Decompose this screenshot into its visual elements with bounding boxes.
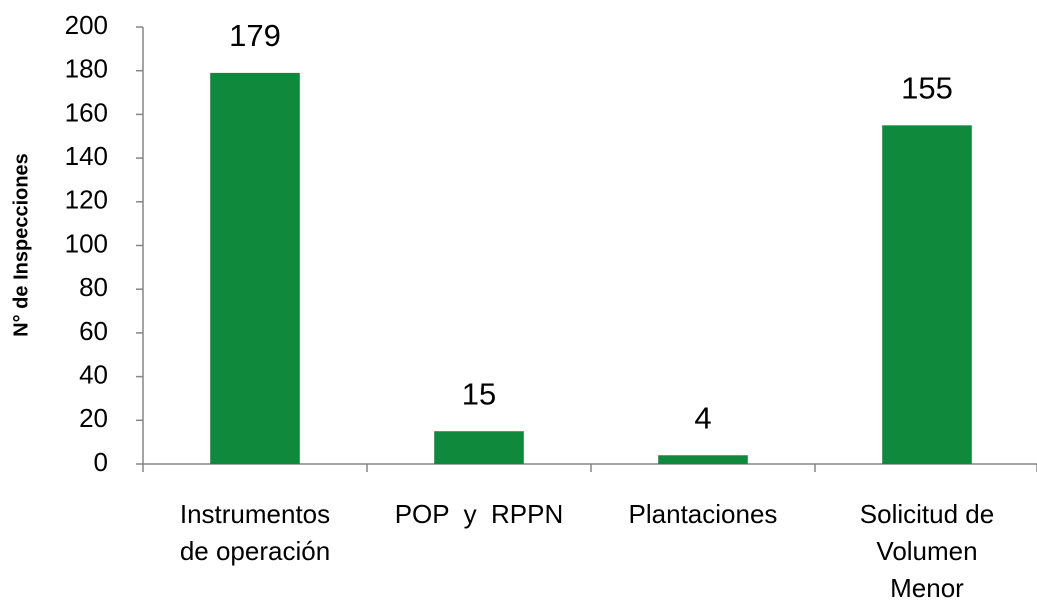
data-label: 4 — [694, 400, 711, 435]
bar — [210, 72, 300, 464]
data-label: 155 — [901, 71, 953, 106]
y-tick-label: 200 — [65, 10, 108, 40]
x-tick-label: Plantaciones — [628, 499, 778, 529]
data-label: 179 — [229, 18, 281, 53]
x-tick-label: POP y RPPN — [394, 499, 564, 529]
y-tick-label: 40 — [79, 359, 108, 389]
bar — [882, 125, 972, 464]
y-axis-title: N° de Inspecciones — [10, 153, 32, 337]
bar — [434, 431, 524, 464]
y-tick-label: 20 — [79, 403, 108, 433]
bar — [658, 455, 748, 464]
x-tick-label: Solicitud de Volumen Menor — [859, 499, 1002, 603]
y-tick-label: 140 — [65, 141, 108, 171]
y-tick-label: 120 — [65, 185, 108, 215]
y-tick-label: 180 — [65, 54, 108, 84]
x-tick-label: Instrumentos de operación — [179, 499, 338, 566]
data-label: 15 — [462, 376, 496, 411]
y-tick-label: 160 — [65, 97, 108, 127]
y-tick-label: 100 — [65, 228, 108, 258]
y-tick-label: 80 — [79, 272, 108, 302]
y-tick-label: 60 — [79, 316, 108, 346]
y-tick-label: 0 — [94, 447, 108, 477]
